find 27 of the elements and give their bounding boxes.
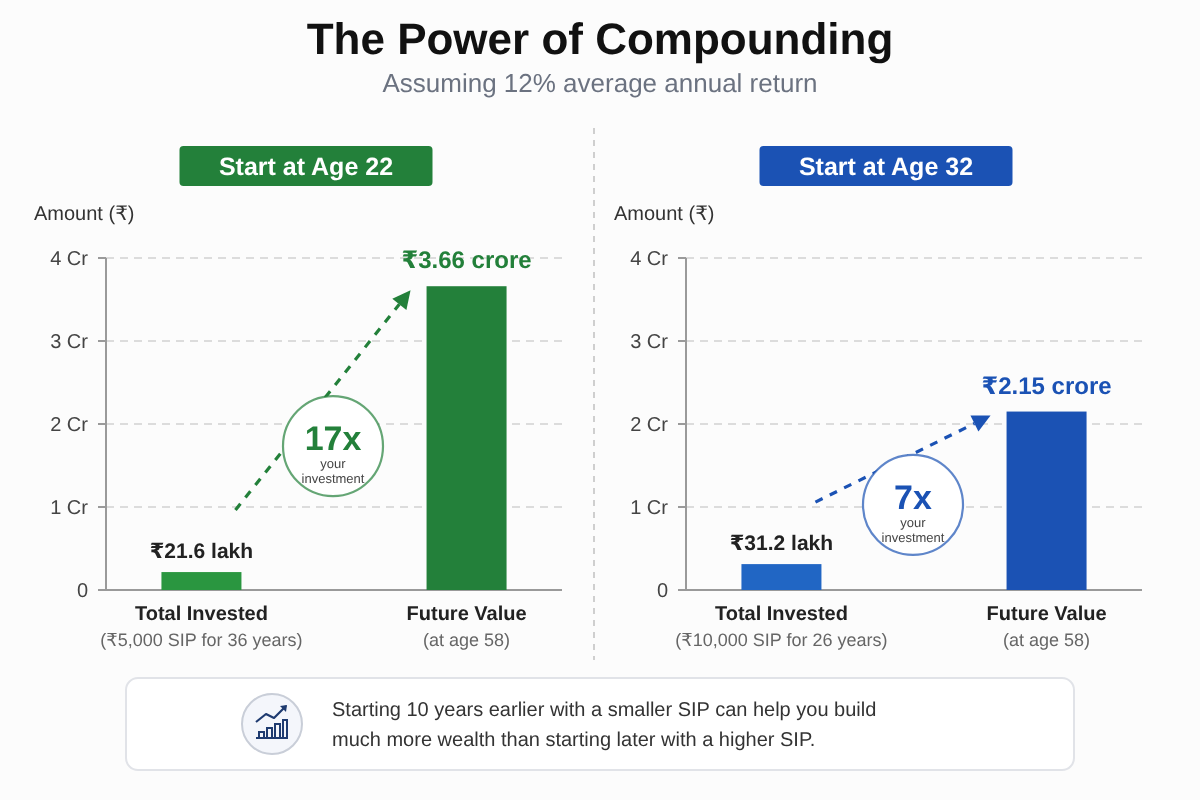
x-tick-label: Total Invested (₹5,000 SIP for 36 years) xyxy=(100,604,303,650)
x-tick-label: Future Value (at age 58) xyxy=(986,604,1108,650)
chart-title: Start at Age 32 xyxy=(798,153,974,181)
x-tick-label: Total Invested (₹10,000 SIP for 26 years) xyxy=(675,604,888,650)
y-tick-label: 3 Cr xyxy=(630,332,670,354)
text: Starting 10 years earlier with a smaller SIP can help you build much more wealth than starting later with a higher SIP. xyxy=(332,700,877,752)
chart-title: Start at Age 22 xyxy=(218,153,394,181)
y-tick-label: 0 xyxy=(76,581,89,603)
y-axis-title: Amount (₹) xyxy=(614,204,715,226)
x-tick-label: Future Value (at age 58) xyxy=(406,604,528,650)
y-tick-label: 0 xyxy=(656,581,669,603)
data-label: ₹3.66 crore xyxy=(401,246,533,275)
annotation: ₹21.6 lakh xyxy=(149,540,254,565)
y-tick-label: 2 Cr xyxy=(50,415,90,437)
annotation: 7x xyxy=(894,478,933,517)
y-axis-title: Amount (₹) xyxy=(34,204,135,226)
annotation: ₹31.2 lakh xyxy=(729,532,834,557)
text: The Power of Compounding xyxy=(306,14,894,64)
y-tick-label: 1 Cr xyxy=(50,498,90,520)
y-tick-label: 4 Cr xyxy=(630,249,670,271)
y-tick-label: 2 Cr xyxy=(630,415,670,437)
y-tick-label: 4 Cr xyxy=(50,249,90,271)
annotation: 17x xyxy=(304,420,363,459)
y-tick-label: 1 Cr xyxy=(630,498,670,520)
text: Assuming 12% average annual return xyxy=(382,68,818,98)
y-tick-label: 3 Cr xyxy=(50,332,90,354)
data-label: ₹2.15 crore xyxy=(981,371,1113,400)
